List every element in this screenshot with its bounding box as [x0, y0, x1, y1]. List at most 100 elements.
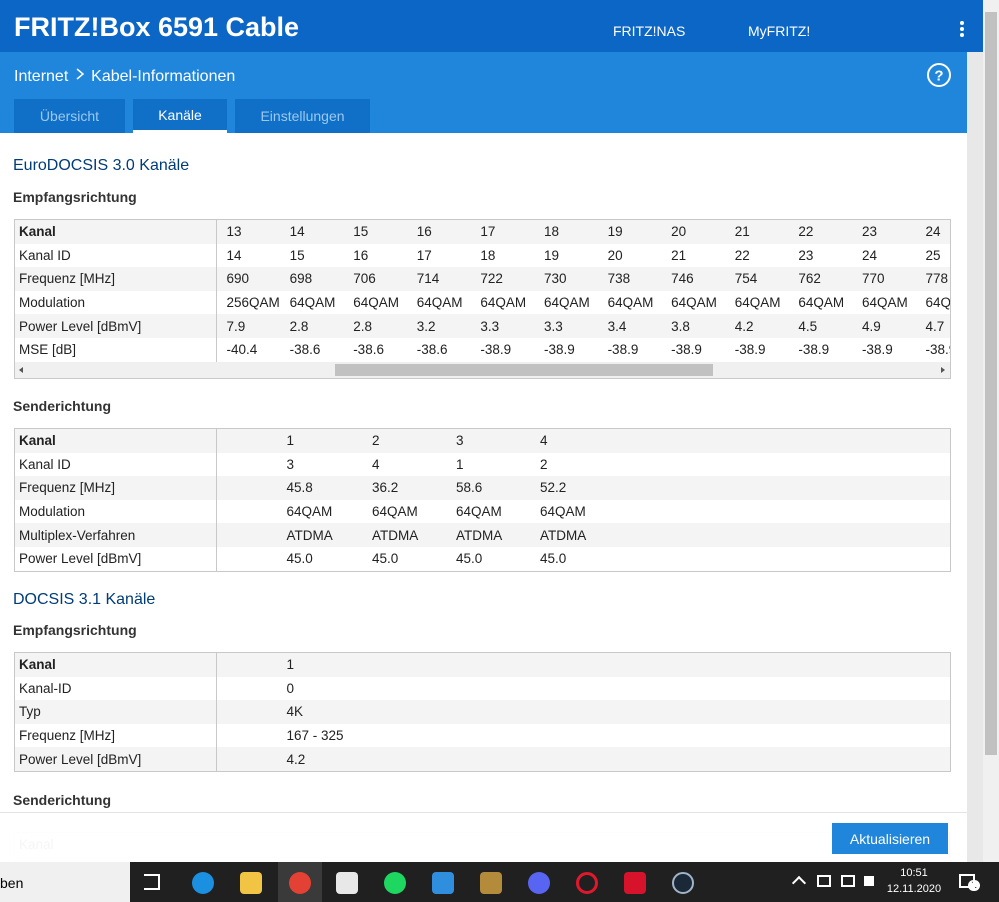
scroll-right[interactable]	[941, 366, 945, 373]
product-title: FRITZ!Box 6591 Cable	[14, 12, 300, 42]
table-cell: 22	[798, 224, 814, 240]
table-cell: 64QAM	[289, 295, 336, 311]
table-cell: 14	[226, 247, 242, 263]
table-filler	[620, 453, 950, 477]
table-cell: 4.7	[925, 318, 945, 334]
table-row: Kanal-ID 0	[15, 676, 950, 701]
table-cell: 1	[286, 657, 295, 673]
table-cell: 23	[861, 224, 877, 240]
tray-icon[interactable]	[841, 875, 855, 887]
app-icon[interactable]	[336, 872, 358, 894]
table-cell: 256QAM	[226, 295, 280, 311]
app-icon[interactable]	[192, 872, 214, 894]
table-cell: Kanal ID	[15, 452, 217, 477]
task-view-icon[interactable]	[144, 874, 160, 890]
app-icon[interactable]	[289, 872, 311, 894]
app-icon[interactable]	[672, 872, 694, 894]
table-row: Kanal ID 3 4 1 2	[15, 452, 950, 477]
tab[interactable]: Einstellungen	[235, 99, 370, 133]
table-cell: -40.4	[226, 342, 258, 358]
table-cell: 1	[286, 433, 295, 449]
breadcrumb-section[interactable]: Internet	[14, 68, 69, 85]
table-cell: 64QAM	[607, 295, 654, 311]
table-cell: 770	[861, 271, 885, 287]
data-table: Kanal 13 14 15 16 17 18 19 20 21 22 23 24 Kanal ID 14 1…	[15, 220, 950, 362]
table-cell: 18	[543, 224, 559, 240]
table-cell: 24	[925, 224, 941, 240]
nav-link[interactable]: MyFRITZ!	[748, 23, 811, 39]
app-icon[interactable]	[240, 872, 262, 894]
table-filler	[368, 747, 950, 771]
refresh-button[interactable]: Aktualisieren	[832, 823, 948, 854]
table-cell: 754	[734, 271, 758, 287]
table-cell: 167 - 325	[286, 728, 344, 744]
table-cell: 4	[540, 433, 548, 449]
table-filler	[620, 500, 950, 524]
table-cell: Power Level [dBmV]	[15, 314, 217, 338]
h-scrollbar[interactable]	[15, 361, 950, 378]
notification-icon[interactable]	[959, 874, 975, 888]
table-cell: -38.9	[480, 342, 512, 358]
table-cell: 2.8	[289, 318, 309, 334]
table-row: Kanal 1	[15, 653, 950, 677]
table-cell: 64QAM	[286, 504, 333, 520]
table-cell: 0	[286, 680, 295, 696]
table-cell: 3.2	[416, 318, 436, 334]
app-icon[interactable]	[384, 872, 406, 894]
app-icon[interactable]	[528, 872, 550, 894]
table-row: Typ 4K	[15, 700, 950, 724]
scroll-thumb[interactable]	[985, 12, 997, 755]
table-cell: 36.2	[372, 480, 399, 496]
data-table: Kanal 1 2 3 4 Kanal ID 3 4 1 2 Frequenz [MHz] 45.8 3…	[15, 429, 950, 571]
table-cell: 778	[925, 271, 949, 287]
table-filler	[620, 476, 950, 500]
table-cell: 17	[480, 224, 496, 240]
section-title: EuroDOCSIS 3.0 Kanäle	[13, 157, 190, 174]
table-cell: 4K	[286, 704, 304, 720]
gutter	[967, 52, 983, 862]
scroll-left[interactable]	[19, 366, 23, 373]
search-box[interactable]: ben	[0, 862, 130, 902]
table-cell: Power Level [dBmV]	[15, 747, 217, 771]
table-cell: 21	[671, 247, 687, 263]
table-cell: 4.5	[798, 318, 818, 334]
help-icon[interactable]: ?	[926, 62, 952, 88]
app-icon[interactable]	[480, 872, 502, 894]
tab-active[interactable]: Kanäle	[133, 99, 227, 133]
scrollbar[interactable]	[983, 0, 999, 862]
table-cell: 762	[798, 271, 821, 287]
tab[interactable]: Übersicht	[14, 99, 125, 133]
table-row: Frequenz [MHz] 167 - 325	[15, 723, 950, 748]
tray-icon[interactable]	[864, 876, 874, 886]
table-cell: Kanal	[15, 220, 217, 244]
app-icon[interactable]	[432, 872, 454, 894]
table-cell: -38.9	[607, 342, 639, 358]
subsection-title: Empfangsrichtung	[13, 189, 137, 205]
table-cell: 2.8	[353, 318, 372, 334]
top-bar: FRITZ!Box 6591 Cable FRITZ!NAS MyFRITZ!	[0, 0, 983, 52]
table-cell: 722	[480, 271, 503, 287]
table-cell: 15	[289, 247, 305, 263]
table-cell: 4	[372, 456, 380, 472]
table-cell: 7.9	[226, 318, 246, 334]
table-cell: 45.0	[456, 551, 483, 567]
tray-icon[interactable]	[817, 875, 831, 887]
table-row: Power Level [dBmV] 45.0 45.0 45.0 45.0	[15, 546, 950, 571]
app-icon[interactable]	[576, 872, 598, 894]
app-icon[interactable]	[624, 872, 646, 894]
table-cell: 16	[416, 224, 432, 240]
nav-link[interactable]: FRITZ!NAS	[613, 23, 686, 39]
scroll-thumb[interactable]	[335, 363, 713, 376]
table-cell: 64QAM	[456, 504, 502, 520]
table-cell: Kanal-ID	[15, 676, 217, 701]
table-cell: 19	[607, 224, 623, 240]
menu-icon[interactable]	[956, 20, 968, 38]
table-cell: 19	[543, 247, 559, 263]
clock-date[interactable]: 12.11.2020	[886, 883, 942, 895]
table-filler	[620, 429, 950, 453]
clock-time[interactable]: 10:51	[900, 867, 928, 879]
chevron	[76, 68, 84, 80]
table-cell: 18	[480, 247, 496, 263]
table-row: Kanal 13 14 15 16 17 18 19 20 21 22 23 24	[15, 220, 950, 244]
